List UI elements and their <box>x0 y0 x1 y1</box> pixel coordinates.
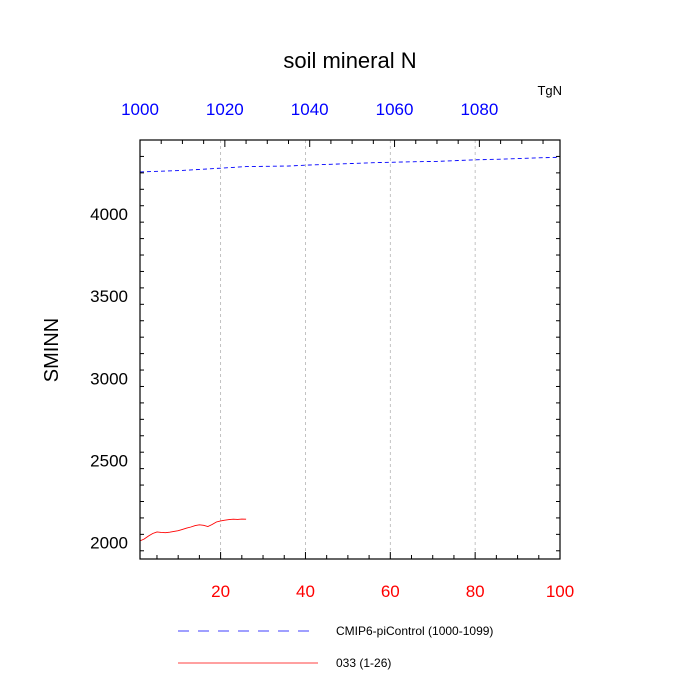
plot-frame <box>139 139 561 560</box>
series-layer <box>139 156 561 542</box>
bottom-tick-label: 20 <box>211 582 230 601</box>
bottom-tick-label: 80 <box>466 582 485 601</box>
legend-label-1: 033 (1-26) <box>336 656 391 670</box>
top-tick-label: 1060 <box>376 100 414 119</box>
series-line-0 <box>139 156 561 173</box>
legend-label-0: CMIP6-piControl (1000-1099) <box>336 624 493 638</box>
y-tick-label: 2500 <box>90 451 128 470</box>
bottom-tick-label: 100 <box>546 582 574 601</box>
units-label: TgN <box>537 83 562 98</box>
chart-title: soil mineral N <box>283 48 416 73</box>
legend: CMIP6-piControl (1000-1099) 033 (1-26) <box>178 624 493 670</box>
y-tick-label: 2000 <box>90 534 128 553</box>
y-axis-label: SMINN <box>41 318 63 382</box>
top-tick-label: 1080 <box>460 100 498 119</box>
axis-ticks: 20 40 60 80 100 1000 1020 1040 1060 1080 2000 2500 3… <box>90 100 574 601</box>
y-tick-label: 4000 <box>90 205 128 224</box>
top-tick-label: 1040 <box>291 100 329 119</box>
y-tick-label: 3500 <box>90 287 128 306</box>
top-tick-label: 1020 <box>206 100 244 119</box>
bottom-tick-label: 40 <box>296 582 315 601</box>
bottom-tick-label: 60 <box>381 582 400 601</box>
y-tick-label: 3000 <box>90 369 128 388</box>
top-tick-label: 1000 <box>121 100 159 119</box>
grid-lines <box>220 140 476 559</box>
series-line-1 <box>139 518 247 542</box>
